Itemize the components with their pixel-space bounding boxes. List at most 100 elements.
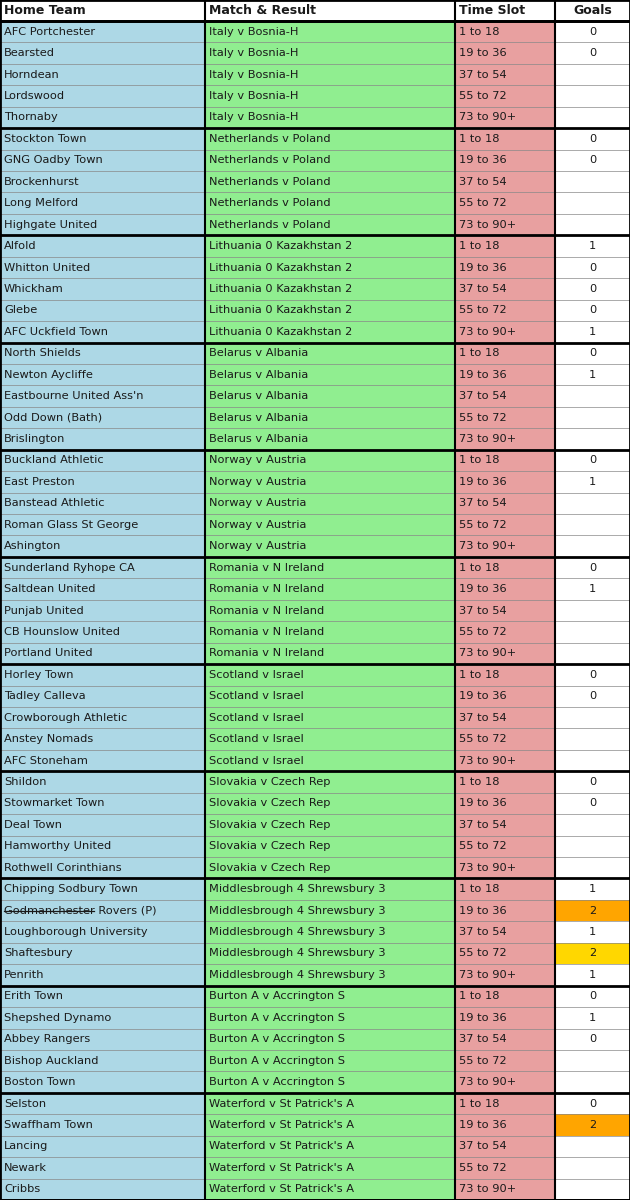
Text: 0: 0 [589,348,596,359]
Bar [0,257,205,278]
Bar [0,900,205,922]
Bar [205,1072,455,1093]
Text: 37 to 54: 37 to 54 [459,176,507,187]
Bar [205,728,455,750]
Bar [205,192,455,214]
Text: Tadley Calleva: Tadley Calleva [4,691,86,701]
Text: Romania v N Ireland: Romania v N Ireland [209,648,324,659]
Text: 19 to 36: 19 to 36 [459,48,507,58]
Text: 37 to 54: 37 to 54 [459,284,507,294]
Bar [555,235,630,257]
Bar [555,1135,630,1157]
Bar [555,85,630,107]
Bar [455,235,555,257]
Text: Middlesbrough 4 Shrewsbury 3: Middlesbrough 4 Shrewsbury 3 [209,884,386,894]
Bar [555,878,630,900]
Text: 37 to 54: 37 to 54 [459,70,507,79]
Bar [455,150,555,172]
Text: Hamworthy United: Hamworthy United [4,841,112,851]
Text: 19 to 36: 19 to 36 [459,476,507,487]
Bar [205,685,455,707]
Text: Cribbs: Cribbs [4,1184,40,1194]
Bar [555,1072,630,1093]
Bar [205,1178,455,1200]
Text: 1 to 18: 1 to 18 [459,241,500,251]
Bar [455,257,555,278]
Text: 0: 0 [589,798,596,809]
Bar [0,707,205,728]
Bar [455,342,555,364]
Bar [555,985,630,1007]
Text: Scotland v Israel: Scotland v Israel [209,756,304,766]
Text: Anstey Nomads: Anstey Nomads [4,734,93,744]
Bar [205,472,455,493]
Bar [455,965,555,985]
Bar [455,450,555,472]
Bar [205,85,455,107]
Text: Match & Result: Match & Result [209,4,316,17]
Text: Belarus v Albania: Belarus v Albania [209,348,308,359]
Bar [555,385,630,407]
Text: Burton A v Accrington S: Burton A v Accrington S [209,1034,345,1044]
Text: Middlesbrough 4 Shrewsbury 3: Middlesbrough 4 Shrewsbury 3 [209,928,386,937]
Text: Romania v N Ireland: Romania v N Ireland [209,563,324,572]
Text: 73 to 90+: 73 to 90+ [459,1184,516,1194]
Bar [555,472,630,493]
Bar [455,407,555,428]
Bar [205,1135,455,1157]
Bar [0,1135,205,1157]
Bar [555,428,630,450]
Bar [0,472,205,493]
Bar [0,85,205,107]
Text: 1 to 18: 1 to 18 [459,884,500,894]
Text: Waterford v St Patrick's A: Waterford v St Patrick's A [209,1120,354,1130]
Text: Stowmarket Town: Stowmarket Town [4,798,105,809]
Text: Italy v Bosnia-H: Italy v Bosnia-H [209,48,299,58]
Bar [0,235,205,257]
Bar [455,772,555,793]
Bar [0,728,205,750]
Text: Bishop Auckland: Bishop Auckland [4,1056,98,1066]
Bar [555,342,630,364]
Text: Odd Down (Bath): Odd Down (Bath) [4,413,102,422]
Bar [455,1135,555,1157]
Text: 1: 1 [589,1013,596,1022]
Text: 1: 1 [589,884,596,894]
Bar [0,1028,205,1050]
Text: North Shields: North Shields [4,348,81,359]
Bar [205,300,455,322]
Bar [205,235,455,257]
Text: 0: 0 [589,305,596,316]
Bar [555,772,630,793]
Bar [455,472,555,493]
Text: Ashington: Ashington [4,541,61,551]
Text: Newark: Newark [4,1163,47,1172]
Text: 19 to 36: 19 to 36 [459,1013,507,1022]
Text: Brislington: Brislington [4,434,66,444]
Text: Godmanchester Rovers (P): Godmanchester Rovers (P) [4,906,156,916]
Bar [455,900,555,922]
Bar [205,557,455,578]
Text: Belarus v Albania: Belarus v Albania [209,434,308,444]
Bar [0,664,205,685]
Text: Slovakia v Czech Rep: Slovakia v Czech Rep [209,863,331,872]
Text: Italy v Bosnia-H: Italy v Bosnia-H [209,91,299,101]
Bar [205,322,455,342]
Bar [455,172,555,192]
Text: 73 to 90+: 73 to 90+ [459,756,516,766]
Bar [555,42,630,64]
Bar [555,1093,630,1115]
Bar [555,1157,630,1178]
Text: Scotland v Israel: Scotland v Israel [209,713,304,722]
Bar [555,322,630,342]
Text: Highgate United: Highgate United [4,220,97,229]
Bar [205,1115,455,1135]
Text: 55 to 72: 55 to 72 [459,841,507,851]
Text: Lordswood: Lordswood [4,91,65,101]
Bar [0,492,205,514]
Bar [555,492,630,514]
Bar [455,578,555,600]
Text: 0: 0 [589,134,596,144]
Bar [205,943,455,965]
Bar [555,257,630,278]
